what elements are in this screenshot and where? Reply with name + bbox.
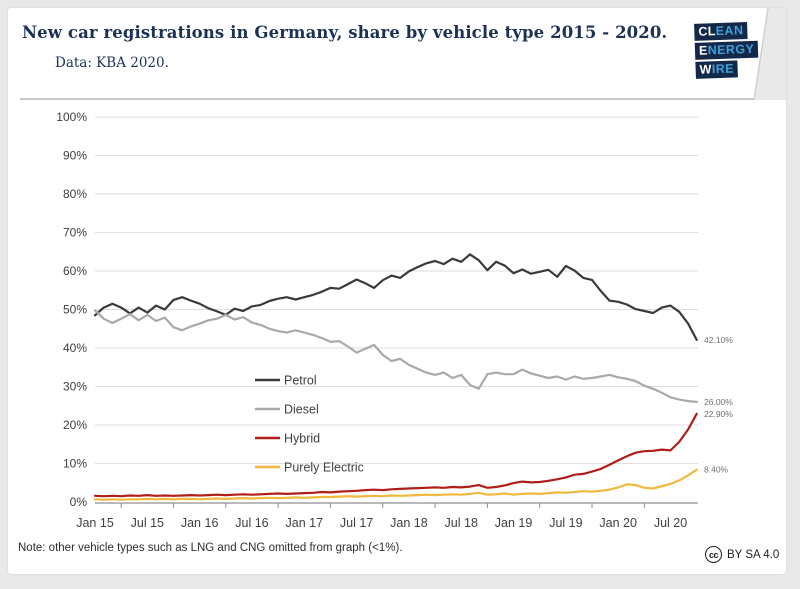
x-tick-label: Jan 20 xyxy=(599,516,637,530)
data-source-subtitle: Data: KBA 2020. xyxy=(55,55,169,71)
x-tick-label: Jul 17 xyxy=(340,516,373,530)
cc-icon: cc xyxy=(705,546,722,563)
clean-energy-wire-logo: CLEAN ENERGY WIRE xyxy=(694,22,759,79)
license-badge: cc BY SA 4.0 xyxy=(705,546,779,563)
x-tick-label: Jul 18 xyxy=(445,516,478,530)
x-tick-label: Jan 17 xyxy=(286,516,324,530)
y-tick-label: 20% xyxy=(63,418,87,432)
y-tick-label: 60% xyxy=(63,264,87,278)
content-sheet: 0% 10% 20% 30% 40% 50% 60% 70% 80% 90% 100% Jan 15 J… xyxy=(8,8,786,574)
y-tick-label: 80% xyxy=(63,187,87,201)
y-tick-label: 0% xyxy=(70,495,88,509)
y-tick-label: 30% xyxy=(63,380,87,394)
line-chart: 0% 10% 20% 30% 40% 50% 60% 70% 80% 90% 100% Jan 15 J… xyxy=(56,110,733,530)
license-label: BY SA 4.0 xyxy=(727,548,780,561)
page-title: New car registrations in Germany, share … xyxy=(22,23,668,42)
x-tick-label: Jan 19 xyxy=(495,516,533,530)
series-line-purely-electric xyxy=(93,468,698,501)
logo-light-letters: EAN xyxy=(715,23,744,39)
legend-label-petrol: Petrol xyxy=(284,374,317,388)
x-tick-label: Jan 18 xyxy=(390,516,428,530)
sheet-corner-cut xyxy=(754,8,786,100)
series-line-hybrid xyxy=(93,412,698,498)
series-end-label-hybrid: 22.90% xyxy=(704,409,733,419)
x-tick-label: Jan 16 xyxy=(181,516,219,530)
series-end-label-diesel: 26.00% xyxy=(704,397,733,407)
logo-line-clean: CLEAN xyxy=(694,22,748,41)
x-tick-label: Jul 16 xyxy=(235,516,268,530)
series-line-diesel xyxy=(93,309,698,403)
series-end-label-purely-electric: 8.40% xyxy=(704,465,729,475)
logo-line-energy: ENERGY xyxy=(694,40,759,60)
x-tick-label: Jul 20 xyxy=(654,516,687,530)
x-tick-label: Jul 15 xyxy=(131,516,164,530)
x-tick-label: Jan 15 xyxy=(76,516,114,530)
x-tick-label: Jul 19 xyxy=(549,516,582,530)
y-tick-label: 70% xyxy=(63,226,87,240)
logo-strong-letters: W xyxy=(699,62,713,77)
header-divider xyxy=(20,98,758,100)
logo-line-wire: WIRE xyxy=(695,60,739,79)
legend-label-diesel: Diesel xyxy=(284,403,319,417)
logo-light-letters: NERGY xyxy=(707,41,755,58)
legend-label-purely-electric: Purely Electric xyxy=(284,461,364,475)
logo-light-letters: IRE xyxy=(711,61,735,77)
legend-label-hybrid: Hybrid xyxy=(284,432,320,446)
y-tick-label: 90% xyxy=(63,149,87,163)
y-tick-label: 50% xyxy=(63,303,87,317)
logo-strong-letters: CL xyxy=(698,24,717,39)
series-end-label-petrol: 42.10% xyxy=(704,335,733,345)
chart-footnote: Note: other vehicle types such as LNG an… xyxy=(18,542,403,554)
series-line-petrol xyxy=(93,253,698,341)
y-tick-label: 10% xyxy=(63,457,87,471)
y-tick-label: 40% xyxy=(63,341,87,355)
y-tick-label: 100% xyxy=(56,110,87,124)
